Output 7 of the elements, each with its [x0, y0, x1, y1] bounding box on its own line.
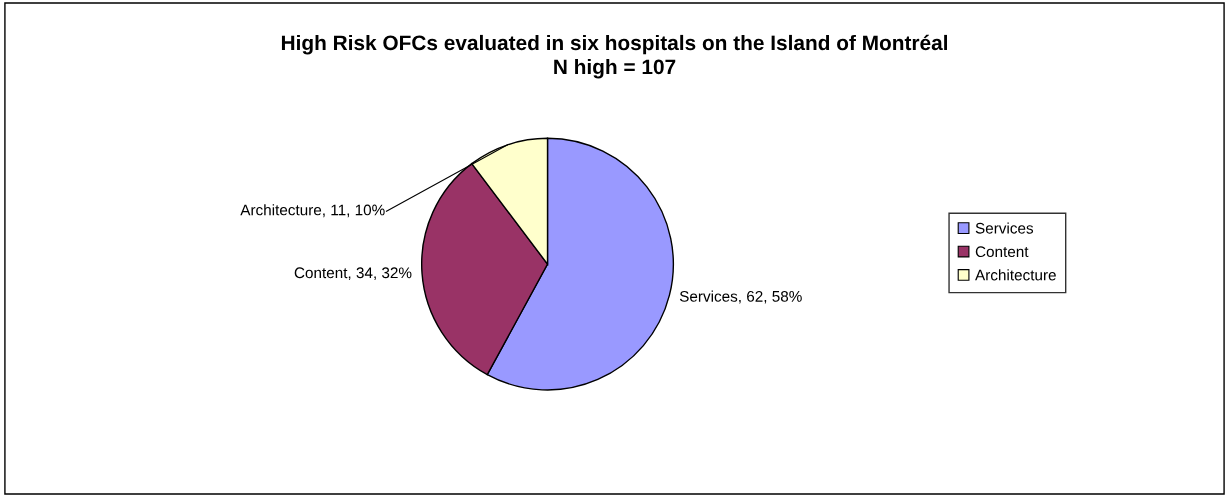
- legend-label: Architecture: [975, 269, 1056, 281]
- legend-label: Services: [975, 222, 1034, 234]
- data-label: Services, 62, 58%: [679, 290, 802, 304]
- data-label: Architecture, 11, 10%: [240, 204, 385, 218]
- chart-title: High Risk OFCs evaluated in six hospitals on the Island of Montréal N high = 107: [281, 34, 948, 79]
- legend-label: Content: [975, 246, 1029, 258]
- data-label: Content, 34, 32%: [294, 267, 412, 280]
